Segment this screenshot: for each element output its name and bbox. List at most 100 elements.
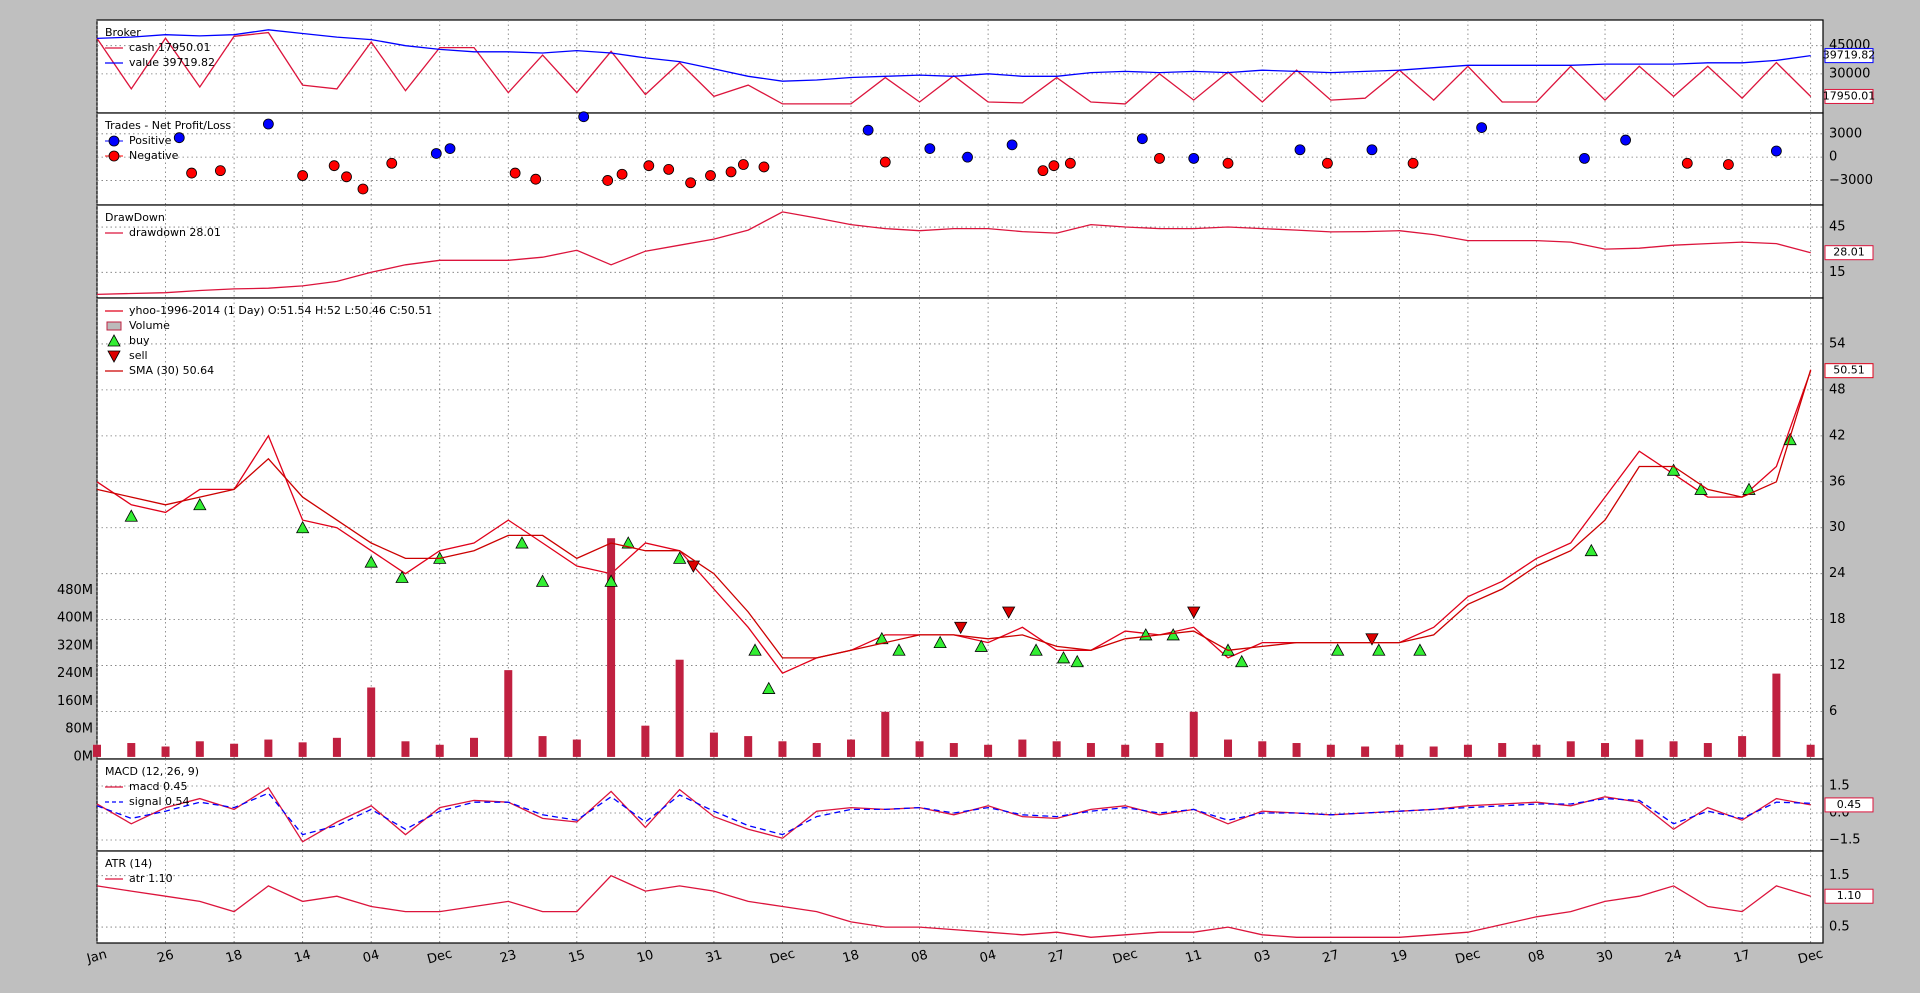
volume-bar — [881, 711, 890, 757]
y-tick-label: 24 — [1829, 566, 1846, 581]
panel-title: Trades - Net Profit/Loss — [104, 119, 231, 132]
x-tick-label: Dec — [768, 947, 796, 968]
volume-bar — [1189, 711, 1198, 757]
scatter-point — [1579, 152, 1590, 164]
scatter-point — [1222, 157, 1234, 169]
scatter-point — [1620, 134, 1631, 146]
x-tick-label: 19 — [1389, 948, 1409, 967]
legend-label: buy — [129, 334, 150, 347]
scatter-point — [328, 160, 340, 172]
scatter-point — [1365, 633, 1379, 646]
scatter-point — [214, 165, 226, 177]
volume-bar — [470, 737, 479, 757]
panel-title: ATR (14) — [105, 857, 152, 870]
volume-bar — [504, 670, 513, 757]
volume-bar — [1669, 741, 1678, 757]
volume-bar — [1258, 741, 1267, 757]
scatter-point — [295, 520, 310, 534]
volume-bar — [367, 687, 376, 757]
scatter-point — [1187, 606, 1201, 619]
scatter-point — [962, 151, 973, 163]
y-tick-label: −3000 — [1829, 173, 1873, 188]
x-tick-label: 10 — [635, 948, 655, 967]
volume-bar — [1395, 744, 1404, 757]
scatter-point — [1029, 643, 1043, 656]
y2-tick-label: 240M — [57, 666, 93, 681]
scatter-point — [124, 509, 138, 522]
x-tick-label: 27 — [1321, 948, 1341, 967]
volume-bar — [1018, 739, 1027, 757]
x-tick-label: 08 — [910, 948, 930, 967]
scatter-point — [737, 159, 749, 170]
end-value-label: 1.10 — [1837, 889, 1862, 902]
scatter-point — [364, 555, 378, 568]
volume-bar — [1772, 673, 1781, 757]
legend-label: Negative — [129, 149, 179, 162]
volume-bar — [332, 737, 341, 757]
volume-bar — [778, 741, 787, 757]
scatter-point — [1006, 139, 1018, 151]
scatter-point — [685, 177, 697, 189]
scatter-point — [430, 148, 442, 159]
scatter-point — [1366, 144, 1378, 156]
legend-swatch — [106, 321, 122, 331]
y-tick-label: 18 — [1829, 612, 1846, 627]
end-value-box — [1824, 88, 1874, 104]
end-value-label: 0.45 — [1837, 798, 1862, 811]
legend-label: Volume — [129, 319, 170, 332]
scatter-point — [748, 643, 762, 656]
legend-label: sell — [129, 349, 148, 362]
x-tick-label: Dec — [1454, 947, 1482, 968]
scatter-point — [535, 574, 550, 587]
scatter-point — [395, 570, 409, 583]
volume-bar — [1086, 743, 1095, 757]
panel — [96, 758, 1824, 852]
scatter-point — [1413, 643, 1427, 656]
x-tick-label: 26 — [156, 948, 176, 967]
volume-bar — [230, 743, 239, 757]
series-line — [96, 211, 1811, 296]
legend-marker — [108, 135, 120, 147]
legend-marker — [107, 334, 121, 347]
legend-marker — [107, 350, 121, 363]
scatter-point — [954, 621, 968, 635]
y-tick-label: 30 — [1829, 520, 1846, 535]
scatter-point — [193, 497, 207, 511]
volume-bar — [1121, 744, 1130, 757]
scatter-point — [758, 161, 770, 173]
y-tick-label: 1.5 — [1829, 779, 1850, 794]
scatter-point — [578, 111, 590, 123]
series-line — [96, 786, 1811, 843]
scatter-point — [762, 681, 776, 694]
legend-label: Positive — [129, 134, 172, 147]
volume-bar — [1429, 746, 1438, 757]
y2-tick-label: 80M — [65, 722, 93, 737]
x-tick-label: 30 — [1595, 948, 1615, 967]
end-value-label: 39719.82 — [1823, 49, 1876, 62]
scatter-point — [1154, 152, 1165, 164]
volume-bar — [915, 741, 924, 757]
scatter-point — [1331, 643, 1345, 656]
legend-label: SMA (30) 50.64 — [129, 364, 214, 377]
scatter-point — [602, 175, 614, 186]
y-tick-label: 48 — [1829, 382, 1846, 397]
scatter-point — [1694, 482, 1708, 495]
panel — [96, 297, 1824, 760]
y2-tick-label: 160M — [57, 694, 93, 709]
scatter-point — [672, 551, 687, 564]
volume-bar — [538, 736, 547, 757]
x-tick-label: 14 — [293, 948, 313, 967]
volume-bar — [264, 739, 273, 757]
x-tick-label: Dec — [1797, 947, 1825, 968]
volume-bar — [1601, 743, 1610, 757]
volume-bar — [1326, 744, 1335, 757]
scatter-point — [173, 132, 185, 144]
volume-bar — [812, 743, 821, 757]
scatter-point — [1666, 463, 1681, 476]
y2-tick-label: 400M — [57, 611, 93, 626]
y-tick-label: −1.5 — [1829, 833, 1861, 848]
scatter-point — [1188, 152, 1200, 164]
legend-label: atr 1.10 — [129, 872, 173, 885]
x-tick-label: Dec — [1111, 947, 1139, 968]
